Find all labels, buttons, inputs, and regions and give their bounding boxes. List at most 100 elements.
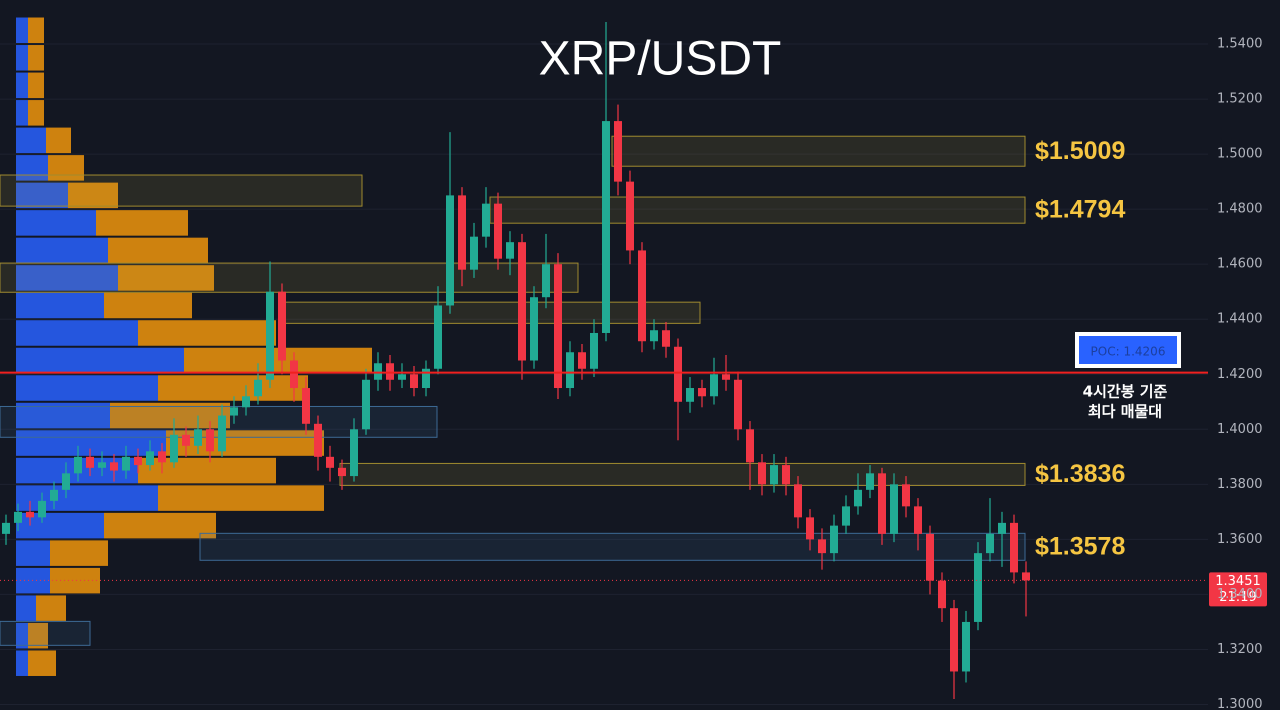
candle-body bbox=[242, 396, 250, 408]
zone-label: $1.5009 bbox=[1035, 137, 1125, 165]
candle-body bbox=[854, 489, 862, 507]
candle-body bbox=[962, 621, 970, 672]
candle-body bbox=[758, 462, 766, 485]
candle-body bbox=[650, 330, 658, 342]
profile-buy bbox=[16, 595, 36, 621]
candle-body bbox=[398, 374, 406, 380]
candle-body bbox=[878, 473, 886, 534]
profile-buy bbox=[16, 650, 28, 676]
zone bbox=[0, 174, 363, 207]
candle-body bbox=[470, 236, 478, 270]
poc-label: POC: 1.4206 bbox=[1091, 345, 1166, 359]
zone bbox=[489, 196, 1026, 224]
profile-sell bbox=[28, 72, 44, 99]
candle-body bbox=[1022, 572, 1030, 581]
profile-buy bbox=[16, 127, 46, 154]
y-tick-label: 1.3600 bbox=[1217, 532, 1263, 547]
profile-buy bbox=[16, 45, 28, 71]
profile-sell bbox=[166, 430, 324, 456]
y-tick-label: 1.4600 bbox=[1217, 257, 1263, 272]
profile-buy bbox=[16, 430, 166, 456]
profile-buy bbox=[16, 72, 28, 99]
candle-body bbox=[134, 456, 142, 466]
profile-sell bbox=[28, 100, 44, 126]
zone bbox=[199, 532, 1026, 561]
profile-sell bbox=[28, 45, 44, 71]
candle-body bbox=[410, 374, 418, 389]
poc-box bbox=[1079, 336, 1177, 364]
y-tick-label: 1.3000 bbox=[1217, 697, 1263, 710]
profile-sell bbox=[138, 320, 276, 346]
candle-body bbox=[230, 407, 238, 416]
candle-body bbox=[542, 264, 550, 298]
countdown: 21:19 bbox=[1219, 590, 1256, 605]
candle-body bbox=[350, 429, 358, 477]
candle-body bbox=[842, 506, 850, 526]
profile-sell bbox=[28, 17, 44, 44]
profile-buy bbox=[16, 265, 118, 291]
note: 4시간봉 기준 bbox=[1083, 383, 1168, 401]
profile-buy bbox=[16, 237, 108, 264]
candle-body bbox=[938, 580, 946, 609]
profile-buy bbox=[16, 402, 110, 429]
candle-body bbox=[218, 415, 226, 452]
candle-body bbox=[182, 434, 190, 446]
profile-sell bbox=[96, 210, 188, 236]
candle-body bbox=[518, 242, 526, 361]
candle-body bbox=[506, 242, 514, 259]
last-price-box bbox=[1209, 572, 1267, 607]
zone bbox=[0, 262, 579, 293]
candle-body bbox=[206, 429, 214, 452]
candle-body bbox=[38, 500, 46, 518]
candle-body bbox=[422, 368, 430, 389]
zone-label: $1.3836 bbox=[1035, 460, 1125, 488]
candle-body bbox=[770, 465, 778, 485]
candle-body bbox=[74, 456, 82, 474]
candle-body bbox=[626, 181, 634, 251]
candle-body bbox=[566, 352, 574, 389]
candle-body bbox=[194, 429, 202, 446]
candle-body bbox=[554, 264, 562, 389]
zone bbox=[0, 620, 91, 646]
last-price-label: 1.3451 bbox=[1215, 574, 1261, 589]
y-tick-label: 1.3800 bbox=[1217, 477, 1263, 492]
candle-body bbox=[638, 250, 646, 342]
note: 최다 매물대 bbox=[1088, 403, 1162, 421]
candle-body bbox=[122, 456, 130, 471]
candle-body bbox=[662, 330, 670, 347]
candle-body bbox=[446, 195, 454, 306]
profile-buy bbox=[16, 100, 28, 126]
candle-body bbox=[338, 467, 346, 477]
candle-body bbox=[746, 429, 754, 463]
candle-body bbox=[146, 451, 154, 466]
profile-sell bbox=[158, 375, 308, 401]
profile-sell bbox=[28, 622, 48, 649]
candle-body bbox=[866, 473, 874, 490]
candle-body bbox=[734, 379, 742, 430]
candle-body bbox=[794, 484, 802, 518]
candle-body bbox=[590, 332, 598, 369]
profile-sell bbox=[50, 567, 100, 594]
profile-buy bbox=[16, 17, 28, 44]
profile-sell bbox=[108, 237, 208, 264]
profile-sell bbox=[50, 540, 108, 566]
candle-body bbox=[782, 465, 790, 485]
candle-body bbox=[494, 203, 502, 259]
candle-body bbox=[158, 451, 166, 463]
profile-buy bbox=[16, 182, 68, 209]
profile-buy bbox=[16, 320, 138, 346]
profile-buy bbox=[16, 540, 50, 566]
candle-body bbox=[458, 195, 466, 270]
profile-sell bbox=[36, 595, 66, 621]
candle-body bbox=[434, 305, 442, 369]
candle-body bbox=[614, 121, 622, 182]
zone-label: $1.3578 bbox=[1035, 532, 1125, 560]
y-tick-label: 1.4200 bbox=[1217, 367, 1263, 382]
y-tick-label: 1.4000 bbox=[1217, 422, 1263, 437]
y-tick-label: 1.5200 bbox=[1217, 92, 1263, 107]
zone-label: $1.4794 bbox=[1035, 196, 1125, 224]
y-tick-label: 1.3400 bbox=[1217, 587, 1263, 602]
candle-body bbox=[86, 456, 94, 468]
candle-body bbox=[602, 121, 610, 333]
